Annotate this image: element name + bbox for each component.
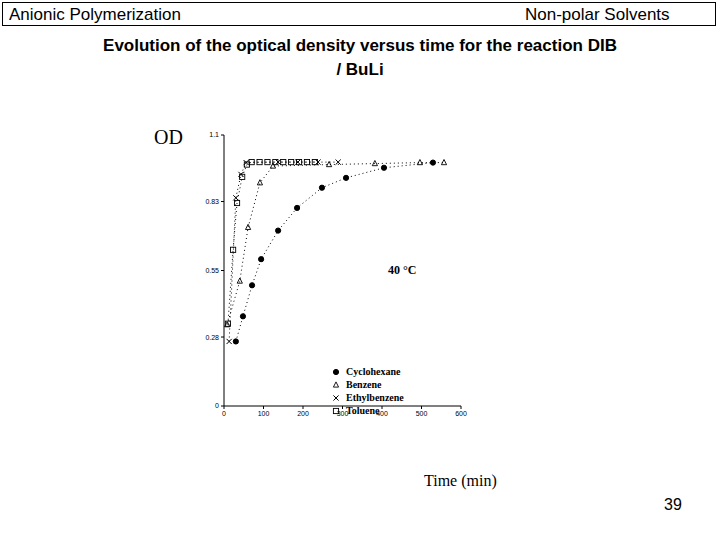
svg-text:0.83: 0.83	[205, 198, 219, 205]
svg-text:500: 500	[416, 410, 428, 417]
html-text:Ethylbenzene: Ethylbenzene	[346, 392, 404, 403]
svg-text:1.1: 1.1	[209, 131, 219, 138]
svg-text:600: 600	[455, 410, 467, 417]
svg-text:400: 400	[376, 410, 388, 417]
svg-text:200: 200	[297, 410, 309, 417]
html-text:Benzene: Benzene	[346, 379, 382, 390]
html-text:Anionic Polymerization: Anionic Polymerization	[9, 5, 181, 24]
svg-text:100: 100	[258, 410, 270, 417]
svg-text:0: 0	[215, 402, 219, 409]
html-text:Toluene: Toluene	[346, 405, 380, 416]
html-text:40 °C: 40 °C	[388, 263, 417, 277]
svg-text:300: 300	[337, 410, 349, 417]
html-text:Evolution of the optical densi: Evolution of the optical density versus …	[103, 36, 617, 79]
html-text:39: 39	[664, 496, 682, 513]
html-text:Cyclohexane: Cyclohexane	[346, 366, 401, 377]
html-text:Time (min): Time (min)	[424, 472, 497, 489]
html-text:Non-polar Solvents: Non-polar Solvents	[525, 5, 670, 24]
html-text:OD: OD	[154, 126, 183, 148]
svg-text:0.55: 0.55	[205, 267, 219, 274]
svg-text:0.28: 0.28	[205, 334, 219, 341]
svg-text:0: 0	[222, 410, 226, 417]
